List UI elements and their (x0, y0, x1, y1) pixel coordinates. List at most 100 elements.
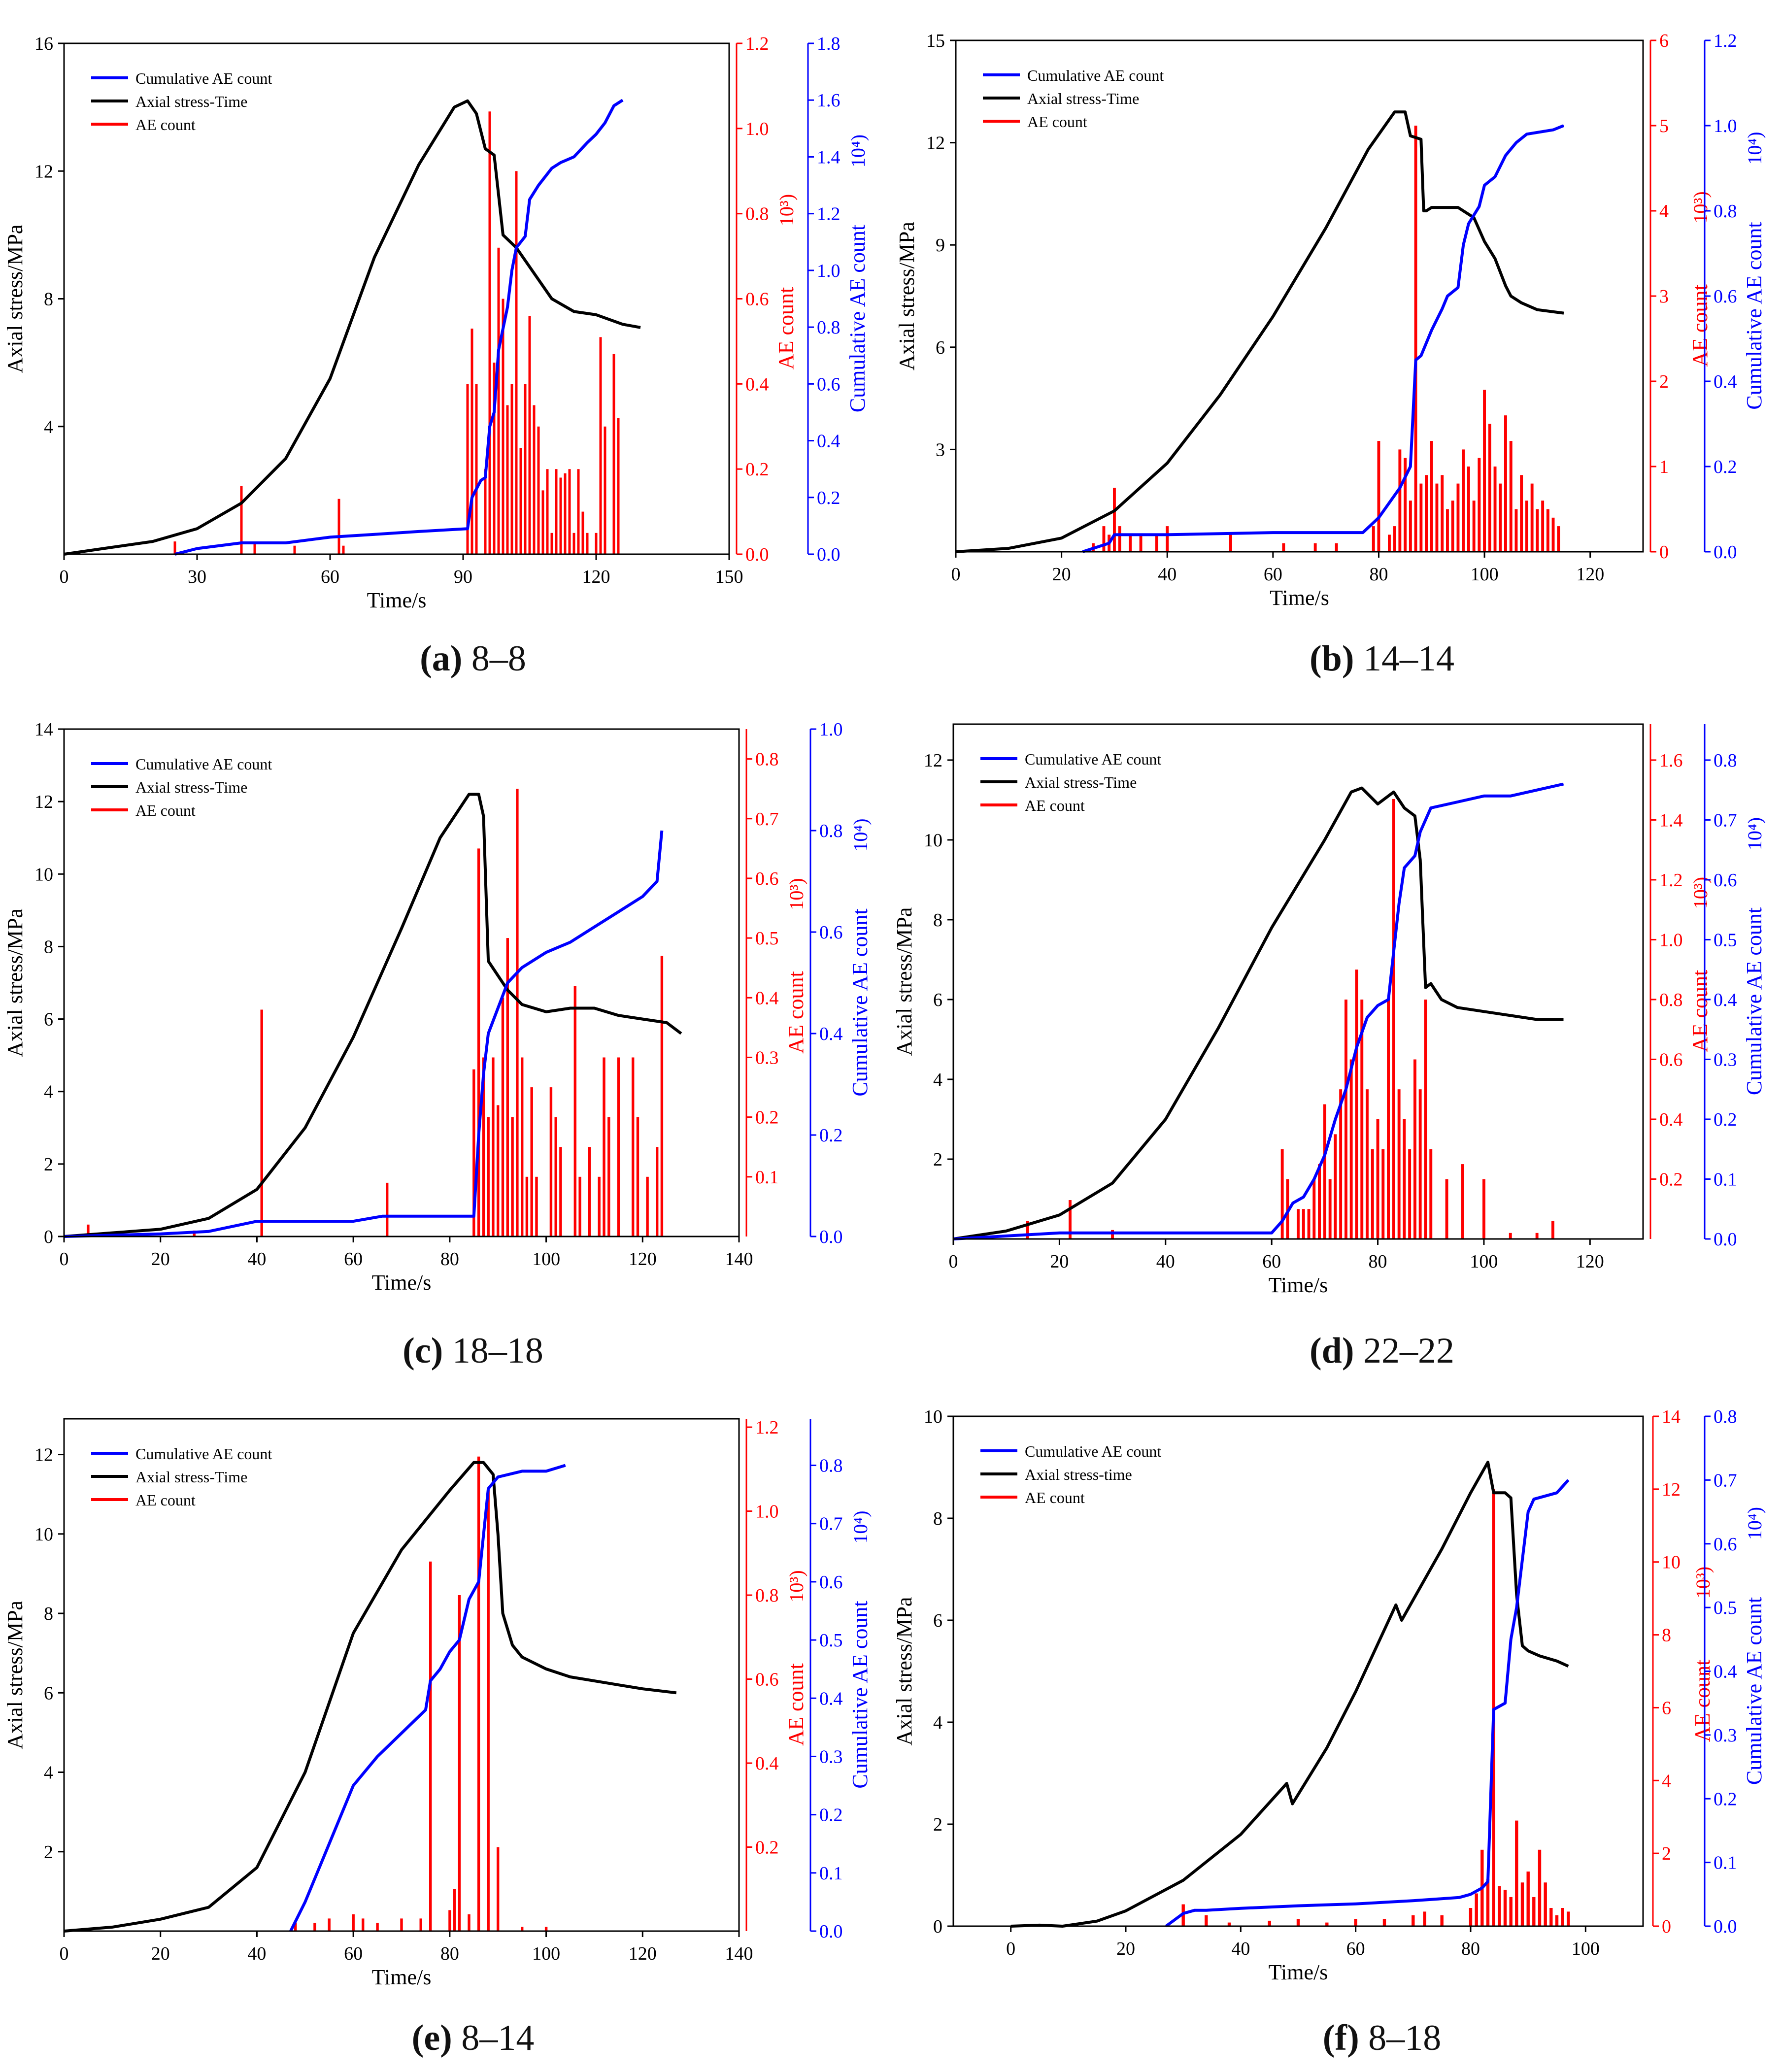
y-stress-tick-label-c-0: 0 (44, 1227, 53, 1247)
x-tick-label-f-4: 80 (1461, 1938, 1480, 1959)
ae-tick-label-f-2: 4 (1662, 1771, 1671, 1791)
chart-c: 0 20 40 60 80 100 120 140 Time/s 0 2 4 6 8 10 12 14 Axial… (3, 719, 872, 1295)
cum-axis-unit-a: 10⁴) (847, 134, 869, 167)
ae-tick-label-a-0: 0.0 (745, 544, 769, 565)
cum-axis-label-e: Cumulative AE count (848, 1601, 872, 1788)
ae-bar-e-3 (352, 1914, 355, 1931)
ae-bar-a-12 (497, 247, 500, 554)
y-stress-tick-label-d-4: 10 (924, 830, 942, 851)
ae-bar-d-21 (1381, 1149, 1385, 1239)
ae-bar-f-3 (1268, 1920, 1271, 1926)
cum-tick-label-f-8: 0.8 (1714, 1406, 1737, 1427)
ae-bar-d-6 (1302, 1209, 1305, 1239)
ae-bar-c-28 (632, 1057, 635, 1237)
ae-bar-c-26 (607, 1117, 610, 1237)
ae-bar-a-14 (506, 405, 509, 554)
ae-tick-label-c-0: 0.1 (755, 1167, 779, 1188)
y-stress-tick-label-f-5: 10 (924, 1406, 942, 1427)
ae-bar-f-23 (1538, 1849, 1542, 1927)
x-tick-label-e-1: 20 (151, 1943, 170, 1964)
x-tick-label-f-3: 60 (1346, 1938, 1365, 1959)
y-stress-axis-label-c: Axial stress/MPa (3, 908, 27, 1057)
ae-bar-d-30 (1429, 1149, 1433, 1239)
cum-tick-label-e-2: 0.2 (819, 1805, 843, 1826)
legend-label-d-stress: Axial stress-Time (1025, 773, 1137, 791)
ae-bar-a-17 (519, 448, 522, 554)
ae-bar-c-29 (636, 1117, 639, 1237)
x-tick-label-d-5: 100 (1470, 1251, 1498, 1272)
cum-tick-label-a-6: 1.2 (817, 204, 841, 225)
ae-bar-d-22 (1387, 1000, 1390, 1239)
x-tick-label-d-0: 0 (949, 1251, 958, 1272)
chart-e: 0 20 40 60 80 100 120 140 Time/s 2 4 6 8 10 12 Axial st… (3, 1417, 872, 1989)
ae-tick-label-a-4: 0.8 (745, 204, 769, 225)
legend-label-d-cumulative: Cumulative AE count (1025, 750, 1161, 768)
ae-tick-label-d-3: 0.8 (1659, 990, 1683, 1010)
ae-bar-f-1 (1205, 1915, 1208, 1926)
legend-label-e-ae: AE count (135, 1491, 196, 1509)
ae-tick-label-d-5: 1.2 (1659, 870, 1683, 891)
legend-label-c-cumulative: Cumulative AE count (135, 755, 272, 773)
ae-bar-a-31 (581, 511, 584, 554)
x-tick-label-f-0: 0 (1006, 1938, 1015, 1959)
ae-axis-unit-a: 10³) (775, 194, 798, 226)
x-tick-label-e-2: 40 (247, 1943, 266, 1964)
cum-tick-label-c-4: 0.8 (819, 821, 843, 841)
cum-tick-label-e-0: 0.0 (819, 1921, 843, 1942)
ae-bar-b-32 (1478, 458, 1481, 552)
ae-bar-f-17 (1503, 1890, 1507, 1926)
ae-bar-c-22 (578, 1176, 581, 1237)
ae-bar-d-18 (1366, 1089, 1369, 1239)
legend-label-e-stress: Axial stress-Time (135, 1468, 247, 1486)
y-stress-axis-label-f: Axial stress/MPa (892, 1597, 916, 1746)
ae-bar-d-13 (1339, 1089, 1343, 1239)
ae-axis-unit-b: 10³) (1689, 191, 1712, 223)
cum-tick-label-b-6: 1.2 (1714, 31, 1737, 51)
x-tick-label-f-5: 100 (1572, 1938, 1600, 1959)
ae-bar-a-3 (293, 545, 296, 554)
y-stress-tick-label-b-0: 3 (936, 439, 945, 460)
y-stress-tick-label-d-2: 6 (933, 990, 942, 1010)
ae-bar-d-3 (1280, 1149, 1284, 1239)
ae-bar-b-38 (1509, 441, 1513, 552)
ae-bar-b-23 (1430, 441, 1433, 552)
ae-bar-d-2 (1111, 1230, 1114, 1239)
ae-tick-label-a-6: 1.2 (745, 33, 769, 54)
ae-tick-label-f-5: 10 (1662, 1552, 1681, 1573)
ae-bar-e-5 (376, 1923, 379, 1931)
cum-axis-unit-d: 10⁴) (1744, 817, 1766, 850)
cum-tick-label-b-3: 0.6 (1714, 286, 1737, 307)
caption-e: (e) 8–14 (411, 2018, 535, 2058)
ae-bar-d-5 (1297, 1209, 1300, 1239)
plot-frame-e (63, 1418, 740, 1932)
ae-bar-e-0 (294, 1923, 297, 1931)
ae-bar-a-15 (510, 384, 513, 554)
ae-bar-d-27 (1413, 1059, 1416, 1239)
ae-tick-label-e-1: 0.4 (755, 1753, 779, 1774)
legend-label-c-ae: AE count (135, 802, 196, 819)
ae-tick-label-d-2: 0.6 (1659, 1049, 1683, 1070)
ae-bar-c-20 (559, 1147, 562, 1237)
cum-tick-label-e-5: 0.5 (819, 1630, 843, 1651)
ae-bar-a-36 (612, 354, 615, 554)
ae-axis-unit-e: 10³) (785, 1570, 807, 1602)
ae-bar-f-7 (1382, 1919, 1386, 1926)
ae-bar-c-17 (535, 1176, 538, 1237)
cum-tick-label-f-0: 0.0 (1714, 1916, 1737, 1937)
y-stress-tick-label-c-2: 4 (44, 1082, 53, 1103)
cum-axis-label-d: Cumulative AE count (1742, 907, 1766, 1095)
ae-bar-d-23 (1392, 799, 1395, 1239)
ae-bar-c-9 (497, 1105, 500, 1237)
x-axis-label-a: Time/s (367, 588, 427, 612)
ae-bar-c-12 (511, 1117, 514, 1237)
y-stress-tick-label-b-1: 6 (936, 337, 945, 358)
ae-tick-label-d-0: 0.2 (1659, 1169, 1683, 1190)
ae-axis-label-c: AE count (784, 971, 808, 1053)
ae-bar-a-23 (546, 469, 549, 554)
ae-tick-label-b-4: 4 (1659, 201, 1669, 222)
ae-bar-b-17 (1398, 449, 1402, 552)
x-tick-label-d-6: 120 (1576, 1251, 1604, 1272)
ae-bar-b-21 (1419, 483, 1423, 552)
ae-tick-label-c-2: 0.3 (755, 1047, 779, 1068)
ae-bar-c-18 (549, 1087, 553, 1237)
